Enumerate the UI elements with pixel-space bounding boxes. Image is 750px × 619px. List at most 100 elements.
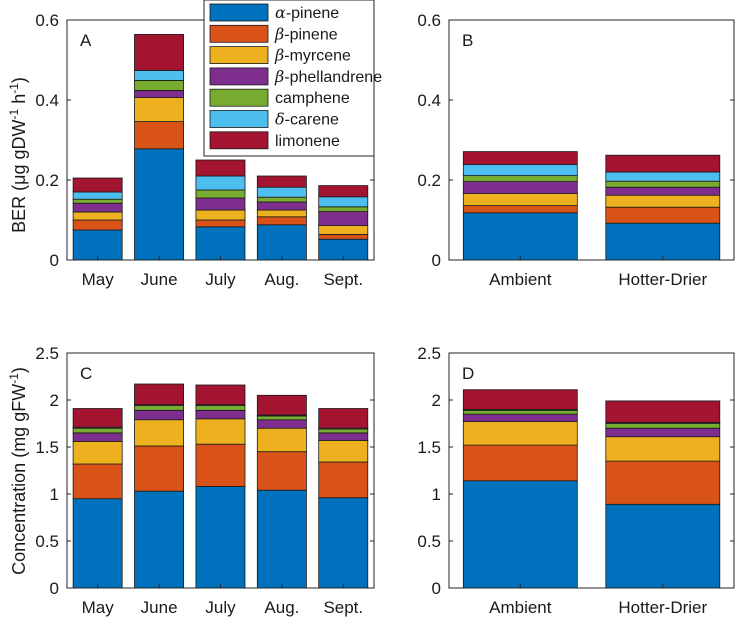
- bar-c-2-4: [195, 405, 246, 411]
- bar-a-1-0: [134, 148, 184, 261]
- bar-c-0-2: [72, 440, 123, 465]
- legend-item: α-pinene: [209, 3, 339, 22]
- bar-b-1-0: [605, 222, 721, 261]
- bar-a-3-2: [256, 209, 307, 218]
- bar-b-0-5: [462, 163, 578, 176]
- y-tick-label: 0: [432, 579, 441, 598]
- bar-a-2-5: [195, 175, 246, 191]
- panel-letter: A: [80, 31, 92, 50]
- legend-swatch: [209, 67, 269, 86]
- legend-swatch: [209, 46, 269, 64]
- y-tick-label: 2: [50, 391, 59, 410]
- bar-c-1-2: [134, 419, 184, 447]
- bar-c-0-4: [72, 427, 123, 434]
- y-tick-label: 0: [432, 251, 441, 270]
- legend-label: β-myrcene: [274, 46, 351, 65]
- bar-a-0-0: [72, 229, 123, 261]
- bar-a-2-6: [195, 159, 246, 177]
- panel-a: May June July Aug. Sept. 0 0.2 0.4 0.6 A: [35, 11, 375, 289]
- bar-c-2-2: [195, 418, 246, 445]
- panel-c: May June July Aug. Sept. 0 0.5 1 1.5 2 2.5 C: [35, 344, 375, 617]
- legend-item: camphene: [209, 88, 350, 107]
- legend-label: β-phellandrene: [274, 67, 382, 86]
- x-tick-label: May: [82, 598, 115, 617]
- panel-letter: D: [462, 364, 474, 383]
- bar-a-4-6: [318, 185, 369, 198]
- bar-c-0-0: [72, 498, 123, 589]
- x-tick-label: May: [82, 270, 115, 289]
- bar-a-0-2: [72, 211, 123, 221]
- bar-a-0-6: [72, 177, 123, 193]
- bar-a-3-1: [256, 216, 307, 226]
- y-tick-label: 0.4: [35, 91, 59, 110]
- bar-c-3-2: [256, 427, 307, 453]
- bar-a-2-2: [195, 209, 246, 221]
- y-tick-label: 0.5: [35, 532, 59, 551]
- bar-b-0-6: [462, 151, 578, 165]
- bar-a-0-1: [72, 219, 123, 231]
- bar-a-3-5: [256, 186, 307, 198]
- bar-d-1-3: [605, 427, 721, 438]
- x-tick-label: Hotter-Drier: [618, 598, 707, 617]
- x-tick-label: June: [141, 270, 178, 289]
- bar-a-0-4: [72, 198, 123, 204]
- panel-d: Ambient Hotter-Drier 0 0.5 1 1.5 2 2.5 D: [417, 344, 735, 617]
- bar-d-0-0: [462, 480, 578, 589]
- bar-b-1-2: [605, 194, 721, 208]
- bar-c-4-1: [318, 461, 369, 499]
- legend-label: α-pinene: [275, 3, 339, 22]
- legend-swatch: [209, 3, 269, 22]
- bar-c-2-3: [195, 409, 246, 420]
- bar-d-0-1: [462, 444, 578, 482]
- y-tick-label: 1.5: [417, 438, 441, 457]
- bar-d-0-6: [462, 389, 578, 410]
- bar-a-1-3: [134, 90, 184, 99]
- legend-item: δ-carene: [209, 110, 339, 129]
- bar-c-4-0: [318, 497, 369, 589]
- bar-c-4-6: [318, 408, 369, 429]
- legend-item: limonene: [209, 131, 340, 150]
- x-tick-label: Aug.: [264, 598, 299, 617]
- bar-a-2-3: [195, 197, 246, 211]
- bar-b-0-4: [462, 175, 578, 183]
- x-tick-label: July: [205, 598, 236, 617]
- bar-a-1-5: [134, 70, 184, 81]
- bar-a-2-1: [195, 219, 246, 228]
- y-tick-label: 1: [432, 485, 441, 504]
- bar-a-4-1: [318, 233, 369, 240]
- bar-a-3-3: [256, 201, 307, 211]
- x-tick-label: Ambient: [489, 270, 552, 289]
- axes-box: [448, 352, 735, 589]
- bar-d-0-4: [462, 409, 578, 415]
- legend-label: δ-carene: [275, 110, 339, 129]
- bar-d-1-6: [605, 400, 721, 423]
- bar-a-1-2: [134, 97, 184, 122]
- bar-c-4-4: [318, 428, 369, 434]
- bar-a-2-0: [195, 226, 246, 261]
- y-tick-label: 0.2: [417, 171, 441, 190]
- x-tick-label: June: [141, 598, 178, 617]
- bar-c-0-6: [72, 408, 123, 428]
- x-tick-label: Sept.: [323, 270, 363, 289]
- bar-a-4-3: [318, 211, 369, 227]
- bar-a-4-2: [318, 225, 369, 235]
- y-tick-label: 0.6: [35, 11, 59, 30]
- panel-letter: C: [80, 364, 92, 383]
- bar-c-3-0: [256, 489, 307, 589]
- bar-a-1-6: [134, 34, 184, 71]
- axes-box: [448, 19, 735, 261]
- y-tick-label: 2: [432, 391, 441, 410]
- legend: α-pinene β-pinene β-myrcene β-phellandrene c…: [203, 0, 382, 157]
- bar-c-1-4: [134, 405, 184, 411]
- bar-a-3-0: [256, 224, 307, 261]
- y-tick-label: 1: [50, 485, 59, 504]
- bar-c-3-3: [256, 419, 307, 429]
- x-tick-label: July: [205, 270, 236, 289]
- x-tick-label: Aug.: [264, 270, 299, 289]
- y-tick-label: 0.2: [35, 171, 59, 190]
- y-tick-label: 2.5: [35, 344, 59, 363]
- bar-b-1-6: [605, 154, 721, 173]
- bar-c-4-3: [318, 432, 369, 441]
- panels: May June July Aug. Sept. 0 0.2 0.4 0.6 A Ambient Ho…: [35, 11, 735, 617]
